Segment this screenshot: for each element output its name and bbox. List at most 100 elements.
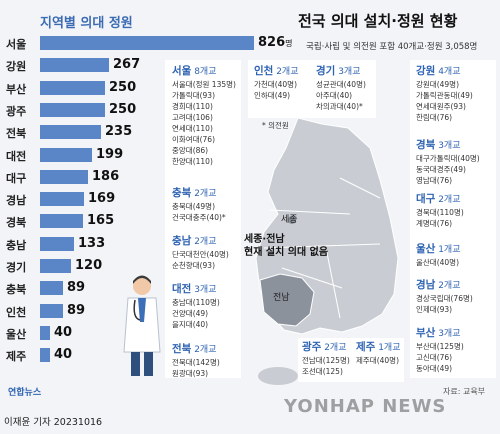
bar-value-label: 89 bbox=[67, 302, 86, 318]
region-block: 경기 3개교 성균관대(40명) 아주대(40) 차의과대(40)* bbox=[316, 64, 366, 112]
school-item: 부산대(125명) bbox=[416, 342, 464, 351]
region-heading: 강원 4개교 bbox=[416, 64, 473, 79]
region-block: 경남 2개교 경상국립대(76명) 인제대(93) bbox=[416, 278, 473, 315]
region-name: 부산 bbox=[416, 327, 436, 339]
bar bbox=[40, 214, 83, 229]
bar bbox=[40, 236, 74, 251]
school-item: 건국대충주(40)* bbox=[172, 213, 226, 222]
doctor-head bbox=[133, 277, 151, 295]
bar-value-label: 826명 bbox=[258, 35, 293, 50]
doctor-legs bbox=[131, 352, 140, 376]
region-count: 2개교 bbox=[191, 237, 217, 247]
bar-value-unit: 명 bbox=[285, 39, 293, 48]
region-block: 광주 2개교 전남대(125명) 조선대(125) bbox=[302, 340, 350, 377]
school-item: 계명대(76) bbox=[416, 219, 453, 228]
bar-value-label: 89 bbox=[67, 280, 86, 296]
region-heading: 서울 8개교 bbox=[172, 64, 236, 79]
region-name: 서울 bbox=[172, 65, 192, 77]
region-block: 충남 2개교 단국대천안(40명) 순천향대(93) bbox=[172, 234, 229, 271]
bar bbox=[40, 58, 109, 73]
region-block: 울산 1개교 울산대(40명) bbox=[416, 242, 460, 268]
panel-south bbox=[298, 338, 404, 382]
bar-category-label: 인천 bbox=[6, 305, 27, 319]
region-heading: 경기 3개교 bbox=[316, 64, 366, 79]
doctor-shirt bbox=[138, 298, 146, 322]
region-heading: 충북 2개교 bbox=[172, 186, 226, 201]
region-count: 3개교 bbox=[435, 141, 461, 151]
school-item: 차의과대(40)* bbox=[316, 102, 363, 111]
school-item: 서울대(정원 135명) bbox=[172, 80, 236, 89]
bar-value-label: 40 bbox=[54, 347, 73, 363]
bar-category-label: 광주 bbox=[6, 104, 27, 118]
region-heading: 대전 3개교 bbox=[172, 282, 220, 297]
map-callout-line2: 현재 설치 의대 없음 bbox=[244, 247, 329, 258]
school-item: 가톨릭대(93) bbox=[172, 91, 215, 100]
school-item: 가천대(40명) bbox=[254, 80, 297, 89]
school-item: 제주대(40명) bbox=[356, 356, 399, 365]
bar-value-label: 250 bbox=[109, 79, 137, 95]
school-item: 고신대(76) bbox=[416, 353, 453, 362]
region-count: 1개교 bbox=[435, 245, 461, 255]
region-block: 전북 2개교 전북대(142명) 원광대(93) bbox=[172, 342, 220, 379]
bar-value-label: 250 bbox=[109, 101, 137, 117]
bar bbox=[40, 348, 50, 363]
region-count: 4개교 bbox=[435, 67, 461, 77]
bar-category-label: 제주 bbox=[6, 350, 27, 364]
region-count: 2개교 bbox=[273, 67, 299, 77]
doctor-coat bbox=[123, 297, 161, 353]
map-label-sejong: 세종 bbox=[281, 215, 298, 225]
region-heading: 인천 2개교 bbox=[254, 64, 298, 79]
region-heading: 제주 1개교 bbox=[356, 340, 400, 355]
school-item: 영남대(76) bbox=[416, 176, 453, 185]
school-item: 울산대(40명) bbox=[416, 258, 459, 267]
region-count: 2개교 bbox=[191, 345, 217, 355]
region-count: 1개교 bbox=[375, 343, 401, 353]
school-item: 동아대(49) bbox=[416, 364, 453, 373]
school-item: 중앙대(86) bbox=[172, 146, 209, 155]
map-callout: 세종·전남 현재 설치 의대 없음 bbox=[244, 233, 328, 259]
school-item: 대구가톨릭대(40명) bbox=[416, 154, 480, 163]
bar-category-label: 경북 bbox=[6, 216, 27, 230]
region-heading: 광주 2개교 bbox=[302, 340, 350, 355]
region-name: 경남 bbox=[416, 279, 436, 291]
region-block: 충북 2개교 충북대(49명) 건국대충주(40)* bbox=[172, 186, 226, 223]
school-item: 인하대(49) bbox=[254, 91, 291, 100]
region-block: 제주 1개교 제주대(40명) bbox=[356, 340, 400, 366]
bar bbox=[40, 80, 105, 95]
bar bbox=[40, 169, 88, 184]
region-count: 3개교 bbox=[435, 329, 461, 339]
region-count: 3개교 bbox=[191, 285, 217, 295]
region-block: 대전 3개교 충남대(110명) 건양대(49) 을지대(40) bbox=[172, 282, 220, 330]
page-title: 전국 의대 설치·정원 현황 bbox=[298, 12, 458, 30]
school-item: 연세대(110) bbox=[172, 124, 213, 133]
school-item: 강원대(49명) bbox=[416, 80, 459, 89]
region-name: 충북 bbox=[172, 187, 192, 199]
bar-category-label: 대구 bbox=[6, 171, 27, 185]
school-item: 충북대(49명) bbox=[172, 202, 215, 211]
school-item: 경상국립대(76명) bbox=[416, 294, 473, 303]
bar-value-label: 120 bbox=[75, 258, 103, 273]
panel-incheon-gyeonggi bbox=[248, 60, 376, 118]
region-name: 경북 bbox=[416, 139, 436, 151]
school-item: 전남대(125명) bbox=[302, 356, 350, 365]
region-name: 충남 bbox=[172, 235, 192, 247]
region-count: 2개교 bbox=[191, 189, 217, 199]
bar-category-label: 부산 bbox=[6, 82, 27, 96]
map-sejong bbox=[288, 216, 296, 224]
bar-category-label: 충북 bbox=[6, 283, 27, 297]
doctor-hair bbox=[133, 275, 151, 284]
bar-category-label: 대전 bbox=[6, 149, 27, 163]
doctor-illustration bbox=[123, 275, 161, 376]
region-block: 대구 2개교 경북대(110명) 계명대(76) bbox=[416, 192, 464, 229]
bar-value-label: 186 bbox=[92, 168, 120, 184]
school-item: 인제대(93) bbox=[416, 305, 453, 314]
bar-category-label: 전북 bbox=[6, 127, 27, 141]
bar bbox=[40, 102, 105, 117]
korea-map bbox=[255, 118, 399, 385]
bar-value-label: 165 bbox=[87, 213, 115, 229]
bar-value-label: 267 bbox=[113, 57, 141, 73]
school-item: 아주대(40) bbox=[316, 91, 353, 100]
bar-value-label: 235 bbox=[105, 124, 133, 140]
